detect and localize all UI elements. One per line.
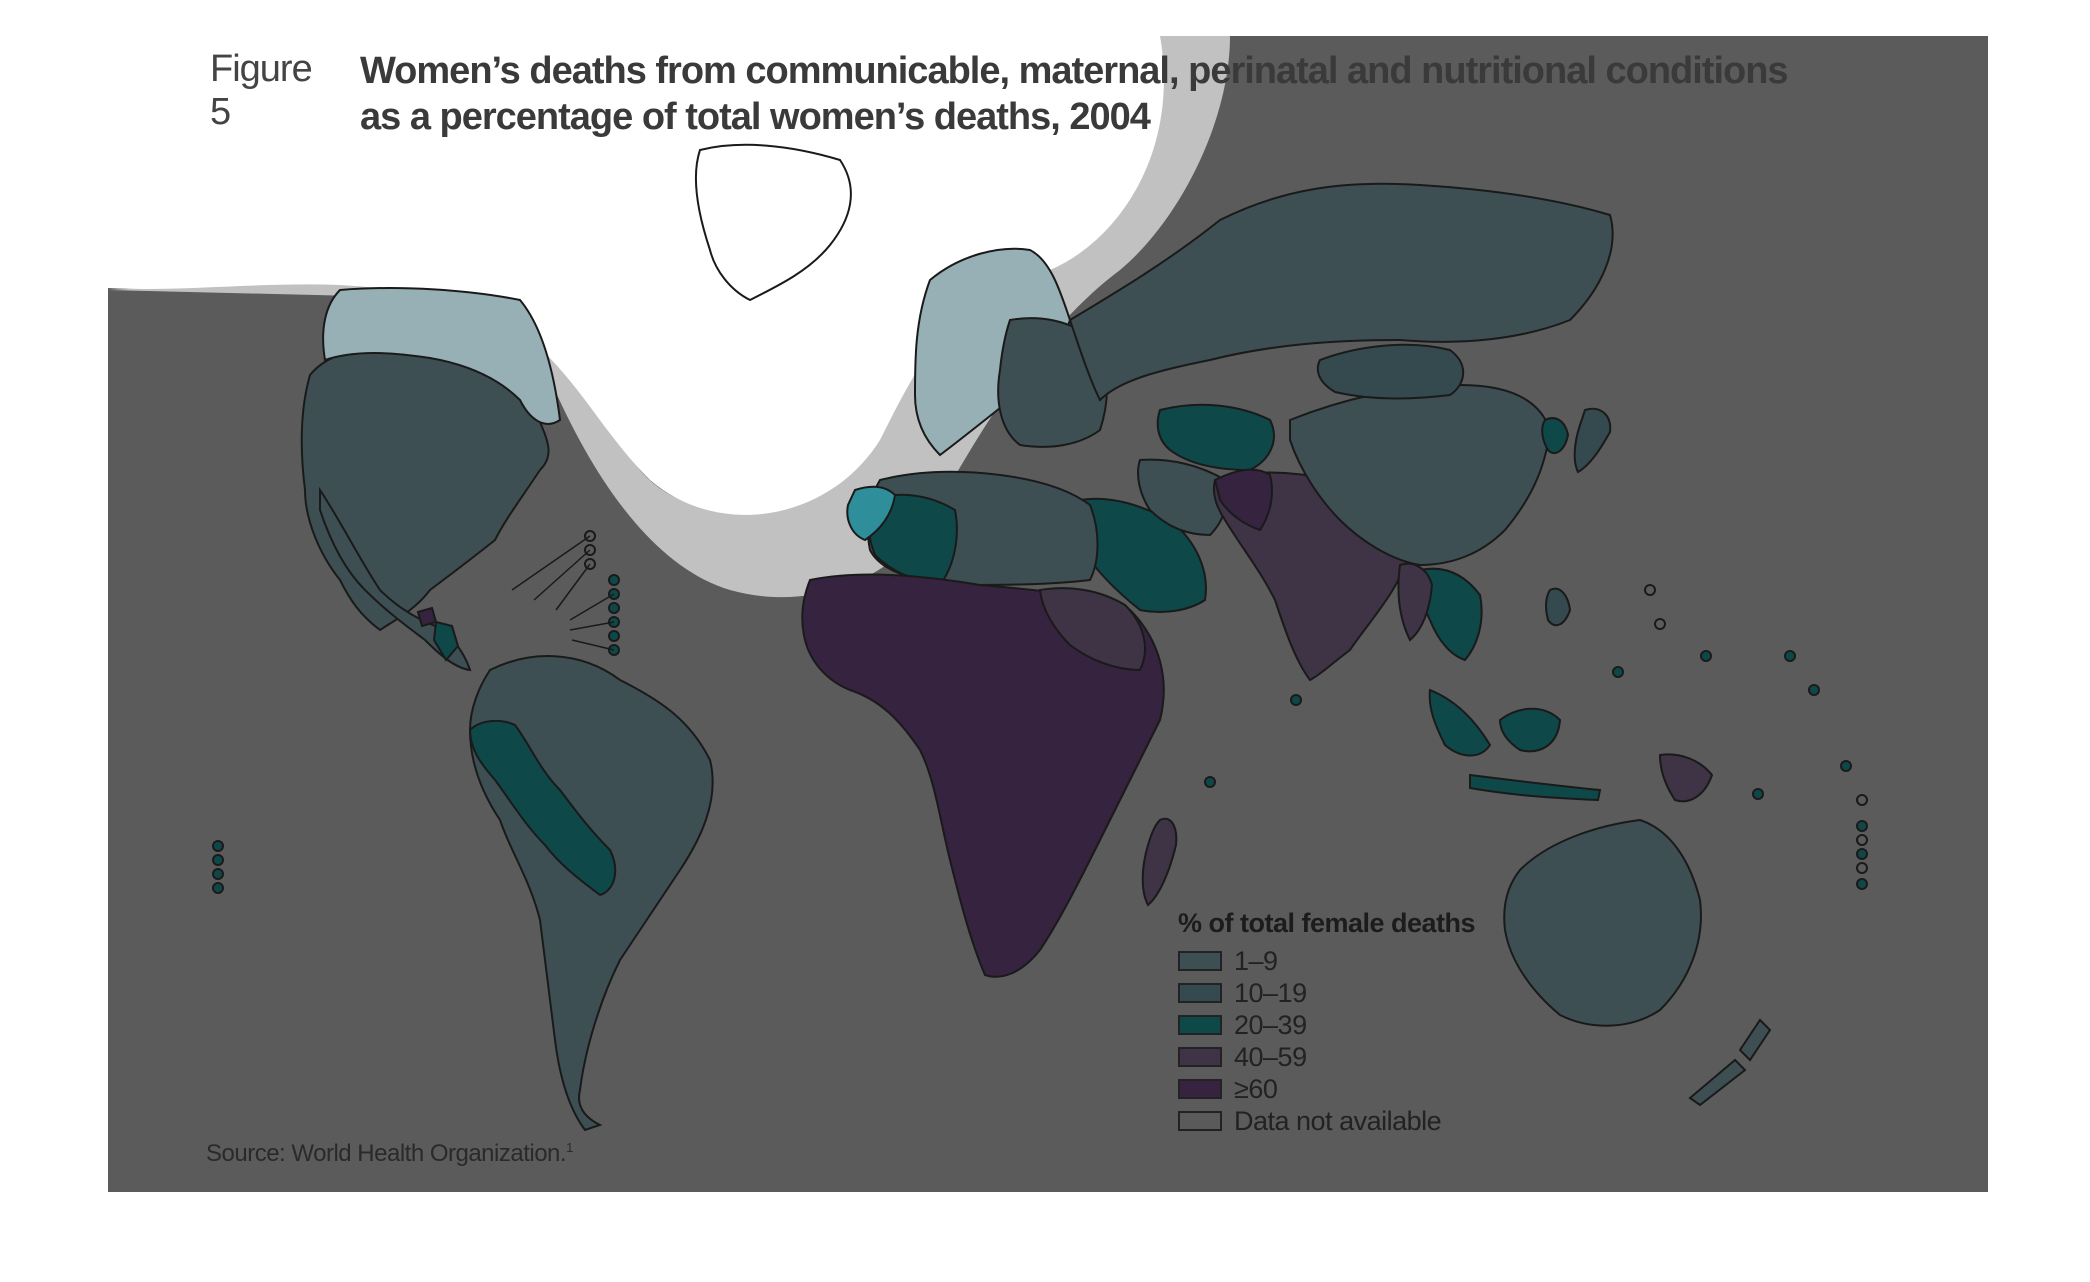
legend-item: 40–59 (1178, 1041, 1475, 1073)
japan-region (1573, 407, 1612, 474)
new-zealand-region (1688, 1018, 1772, 1107)
map-legend: % of total female deaths 1–9 10–19 20–39… (1178, 908, 1476, 1137)
legend-swatch (1178, 983, 1222, 1003)
legend-item: 20–39 (1178, 1009, 1475, 1041)
legend-label: 10–19 (1234, 977, 1307, 1008)
legend-item: ≥60 (1178, 1073, 1475, 1105)
indonesia-region (1428, 688, 1602, 802)
central-america-region (319, 486, 472, 672)
russia-region (1068, 182, 1614, 402)
nicaragua-region (432, 620, 460, 662)
island-markers (212, 574, 1868, 894)
mongolia-region (1316, 343, 1465, 400)
legend-swatch (1178, 1047, 1222, 1067)
australia-region (1503, 818, 1702, 1027)
afghanistan-pakistan-region (1213, 468, 1273, 532)
legend-item: 1–9 (1178, 945, 1475, 977)
korea-region (1541, 417, 1570, 455)
figure-title: Women’s deaths from communicable, matern… (360, 48, 1960, 140)
legend-label: ≥60 (1234, 1073, 1278, 1104)
figure-title-line1: Women’s deaths from communicable, matern… (360, 50, 1789, 92)
legend-swatch (1178, 1015, 1222, 1035)
greenland-region (694, 143, 852, 302)
guatemala-region (416, 606, 438, 628)
spotlight-band (108, 36, 1230, 598)
legend-label: 40–59 (1234, 1041, 1307, 1072)
papua-new-guinea-region (1658, 753, 1714, 803)
source-note: Source: World Health Organization.1 (206, 1140, 573, 1168)
legend-label: 20–39 (1234, 1009, 1307, 1040)
madagascar-region (1141, 817, 1178, 907)
island-markers-open (584, 530, 1868, 874)
legend-item: 10–19 (1178, 977, 1475, 1009)
spotlight-core (108, 36, 1164, 515)
myanmar-region (1397, 562, 1434, 642)
legend-label: Data not available (1234, 1105, 1442, 1136)
figure-label: Figure 5 (210, 48, 313, 133)
legend-swatch (1178, 1111, 1222, 1131)
canada-region (322, 287, 562, 425)
legend-swatch (1178, 1079, 1222, 1099)
peru-bolivia-region (468, 719, 617, 897)
source-text: Source: World Health Organization. (206, 1140, 567, 1167)
legend-label: 1–9 (1234, 945, 1278, 976)
east-africa-region (1038, 587, 1146, 672)
legend-swatch (1178, 951, 1222, 971)
source-footnote-marker: 1 (566, 1140, 573, 1155)
legend-item: Data not available (1178, 1105, 1475, 1137)
legend-title: % of total female deaths (1178, 908, 1476, 938)
iran-region (1137, 458, 1228, 537)
caribbean-leader-lines (511, 535, 615, 651)
philippines-region (1544, 587, 1572, 627)
figure-title-line2: as a percentage of total women’s deaths,… (360, 96, 1151, 138)
morocco-region (846, 485, 897, 542)
